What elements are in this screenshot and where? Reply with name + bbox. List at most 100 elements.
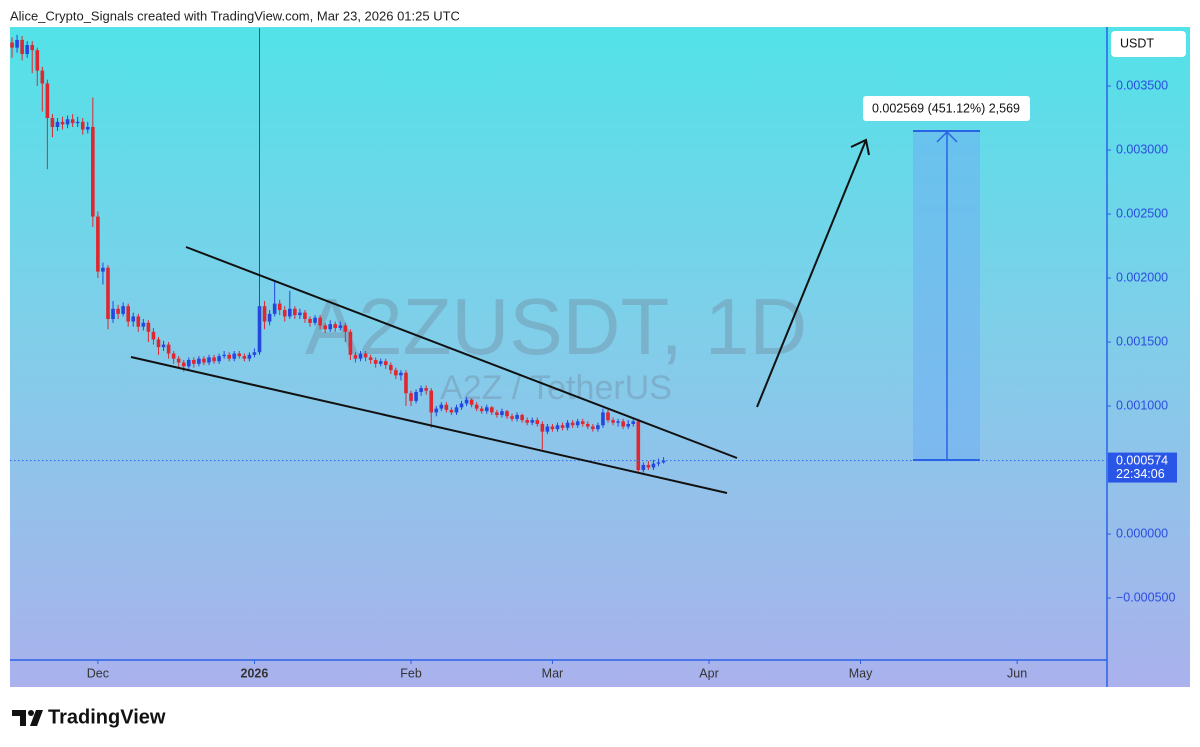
candle-body (601, 412, 605, 426)
candle-body (656, 462, 661, 464)
candle-body (535, 420, 540, 424)
candle-body (298, 312, 302, 316)
drawings (130, 138, 870, 494)
candle-body (282, 310, 287, 317)
candle-body (328, 324, 333, 330)
candle-body (591, 426, 595, 430)
x-tick-label: Feb (400, 666, 422, 680)
candle-body (247, 354, 252, 359)
candle-body (611, 420, 615, 423)
candle-body (363, 353, 368, 358)
x-tick-label: 2026 (241, 666, 269, 680)
logo-mark (30, 710, 43, 726)
candle-body (343, 325, 348, 332)
candle-body (156, 339, 161, 348)
candle-body (25, 45, 29, 55)
measure-label-box (863, 96, 1030, 121)
candle-body (550, 426, 555, 430)
candle-body (85, 126, 90, 130)
candle-body (348, 331, 353, 355)
candle-body (389, 365, 393, 371)
x-tick-label: May (849, 666, 873, 680)
candle-body (585, 423, 590, 427)
candle-body (232, 353, 237, 359)
y-tick-label: 0.001500 (1116, 334, 1168, 348)
candle-body (449, 409, 454, 413)
y-tick-label: 0.002500 (1116, 206, 1168, 220)
candle-body (202, 358, 206, 363)
y-tick-label: 0.003500 (1116, 78, 1168, 92)
candle-body (10, 42, 14, 48)
candle-body (262, 306, 267, 322)
attribution: Alice_Crypto_Signals created with Tradin… (10, 8, 460, 23)
last-price-tag (1108, 452, 1177, 483)
candle-body (288, 308, 292, 317)
candle-body (333, 324, 338, 328)
candle-body (338, 325, 343, 328)
candle-body (121, 306, 125, 314)
candle-body (176, 358, 181, 363)
candle-body (293, 308, 297, 316)
candle-body (606, 412, 610, 421)
candle-body (257, 306, 262, 353)
candle-body (75, 121, 80, 124)
candle-body (429, 390, 434, 413)
x-tick-label: Dec (87, 666, 109, 680)
candle-body (267, 313, 272, 322)
candle-body (409, 393, 413, 401)
candle-body (308, 318, 312, 323)
candle-body (55, 121, 60, 127)
logo-mark (12, 710, 26, 726)
currency-label[interactable]: USDT (1120, 36, 1154, 50)
candle-body (358, 353, 363, 359)
candle-body (60, 121, 65, 125)
y-tick-label: 0.002000 (1116, 270, 1168, 284)
arrow-head (850, 138, 870, 156)
candle-body (399, 372, 403, 376)
candle-body (621, 421, 625, 427)
candle-body (242, 356, 247, 359)
candle-body (464, 399, 469, 404)
candle-body (146, 322, 151, 332)
candle-body (91, 126, 95, 217)
candle-body (252, 352, 257, 355)
candle-body (479, 408, 484, 412)
candle-body (560, 425, 565, 428)
candle-body (111, 308, 115, 319)
candle-body (197, 358, 201, 364)
candle-body (500, 411, 504, 415)
x-tick-label: Jun (1007, 666, 1027, 680)
candle-body (616, 421, 620, 423)
candle-body (474, 404, 479, 409)
candle-body (131, 316, 136, 322)
candle-body (141, 322, 146, 327)
measure-arrow-head (936, 130, 958, 143)
candle-body (570, 422, 575, 426)
measure-label: 0.002569 (451.12%) 2,569 (872, 101, 1020, 115)
last-price-label: 0.000574 (1116, 453, 1168, 467)
brand-logo: TradingView (12, 706, 166, 728)
candle-body (404, 372, 408, 394)
candle-body (565, 422, 570, 428)
currency-button[interactable] (1111, 31, 1186, 57)
candle-body (641, 464, 646, 471)
candle-body (631, 421, 636, 424)
candle-body (383, 361, 388, 366)
candle-body (318, 317, 322, 326)
y-tick-label: 0.003000 (1116, 142, 1168, 156)
candle-body (181, 362, 186, 367)
candle-body (424, 388, 428, 391)
candle-body (510, 416, 514, 419)
candle-body (65, 119, 70, 125)
candle-body (222, 354, 226, 357)
candle-body (520, 414, 524, 421)
candle-body (661, 460, 666, 463)
candle-body (353, 354, 358, 359)
candle-body (70, 119, 75, 124)
candle-body (192, 359, 196, 364)
candle-body (454, 407, 459, 413)
candle-body (515, 414, 519, 419)
candle-body (161, 344, 166, 348)
